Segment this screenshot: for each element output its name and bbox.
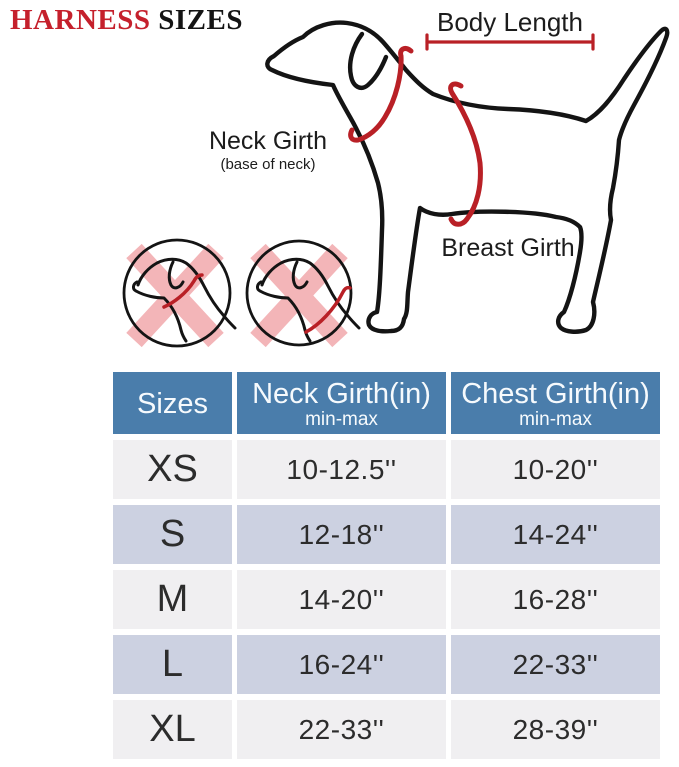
table-row: S 12-18'' 14-24'' bbox=[113, 505, 660, 564]
neck-girth-sublabel: (base of neck) bbox=[220, 156, 316, 173]
size-chart-table: Sizes Neck Girth(in) min-max Chest Girth… bbox=[108, 366, 665, 765]
table-header-row: Sizes Neck Girth(in) min-max Chest Girth… bbox=[113, 372, 660, 434]
chest-girth-cell: 10-20'' bbox=[451, 440, 660, 499]
neck-girth-cell: 22-33'' bbox=[237, 700, 446, 759]
table-row: L 16-24'' 22-33'' bbox=[113, 635, 660, 694]
neck-girth-line bbox=[348, 46, 414, 143]
dog-ear bbox=[167, 260, 185, 290]
column-header-sublabel: min-max bbox=[519, 408, 592, 430]
column-header-label: Neck Girth(in) bbox=[252, 377, 431, 410]
table-row: M 14-20'' 16-28'' bbox=[113, 570, 660, 629]
wrong-example-1 bbox=[122, 238, 237, 348]
body-length-label: Body Length bbox=[436, 7, 583, 37]
neck-girth-cell: 14-20'' bbox=[237, 570, 446, 629]
chest-girth-cell: 16-28'' bbox=[451, 570, 660, 629]
neck-girth-cell: 16-24'' bbox=[237, 635, 446, 694]
column-header-sizes: Sizes bbox=[113, 372, 232, 434]
column-header-sublabel: min-max bbox=[305, 408, 378, 430]
wrong-example-2-circle bbox=[245, 239, 353, 347]
neck-girth-cell: 10-12.5'' bbox=[237, 440, 446, 499]
breast-girth-line bbox=[448, 81, 483, 227]
column-header-label: Chest Girth(in) bbox=[461, 377, 650, 410]
wrong-x-icon bbox=[126, 243, 348, 348]
size-cell: L bbox=[113, 635, 232, 694]
breast-girth-label: Breast Girth bbox=[441, 234, 575, 262]
dog-measurement-diagram bbox=[122, 20, 670, 348]
chest-girth-cell: 14-24'' bbox=[451, 505, 660, 564]
neck-girth-label: Neck Girth bbox=[208, 127, 328, 155]
column-header-label: Sizes bbox=[137, 387, 208, 420]
dog-ear bbox=[347, 31, 389, 90]
wrong-example-1-circle bbox=[122, 238, 232, 348]
wrong-measure-line-2 bbox=[304, 285, 352, 334]
wrong-example-2 bbox=[245, 239, 361, 347]
wrong-measure-line-1 bbox=[162, 273, 204, 309]
chest-girth-cell: 28-39'' bbox=[451, 700, 660, 759]
chest-girth-cell: 22-33'' bbox=[451, 635, 660, 694]
size-cell: XL bbox=[113, 700, 232, 759]
size-cell: XS bbox=[113, 440, 232, 499]
size-cell: S bbox=[113, 505, 232, 564]
column-header-neck-girth: Neck Girth(in) min-max bbox=[237, 372, 446, 434]
dog-outline bbox=[265, 20, 670, 334]
column-header-chest-girth: Chest Girth(in) min-max bbox=[451, 372, 660, 434]
neck-girth-cell: 12-18'' bbox=[237, 505, 446, 564]
table-row: XL 22-33'' 28-39'' bbox=[113, 700, 660, 759]
title-sizes: SIZES bbox=[150, 4, 243, 36]
body-length-line bbox=[425, 33, 595, 51]
page-title: HARNESS SIZES bbox=[10, 4, 243, 37]
title-harness: HARNESS bbox=[10, 4, 151, 36]
dog-ear bbox=[291, 260, 309, 290]
table-row: XS 10-12.5'' 10-20'' bbox=[113, 440, 660, 499]
size-cell: M bbox=[113, 570, 232, 629]
